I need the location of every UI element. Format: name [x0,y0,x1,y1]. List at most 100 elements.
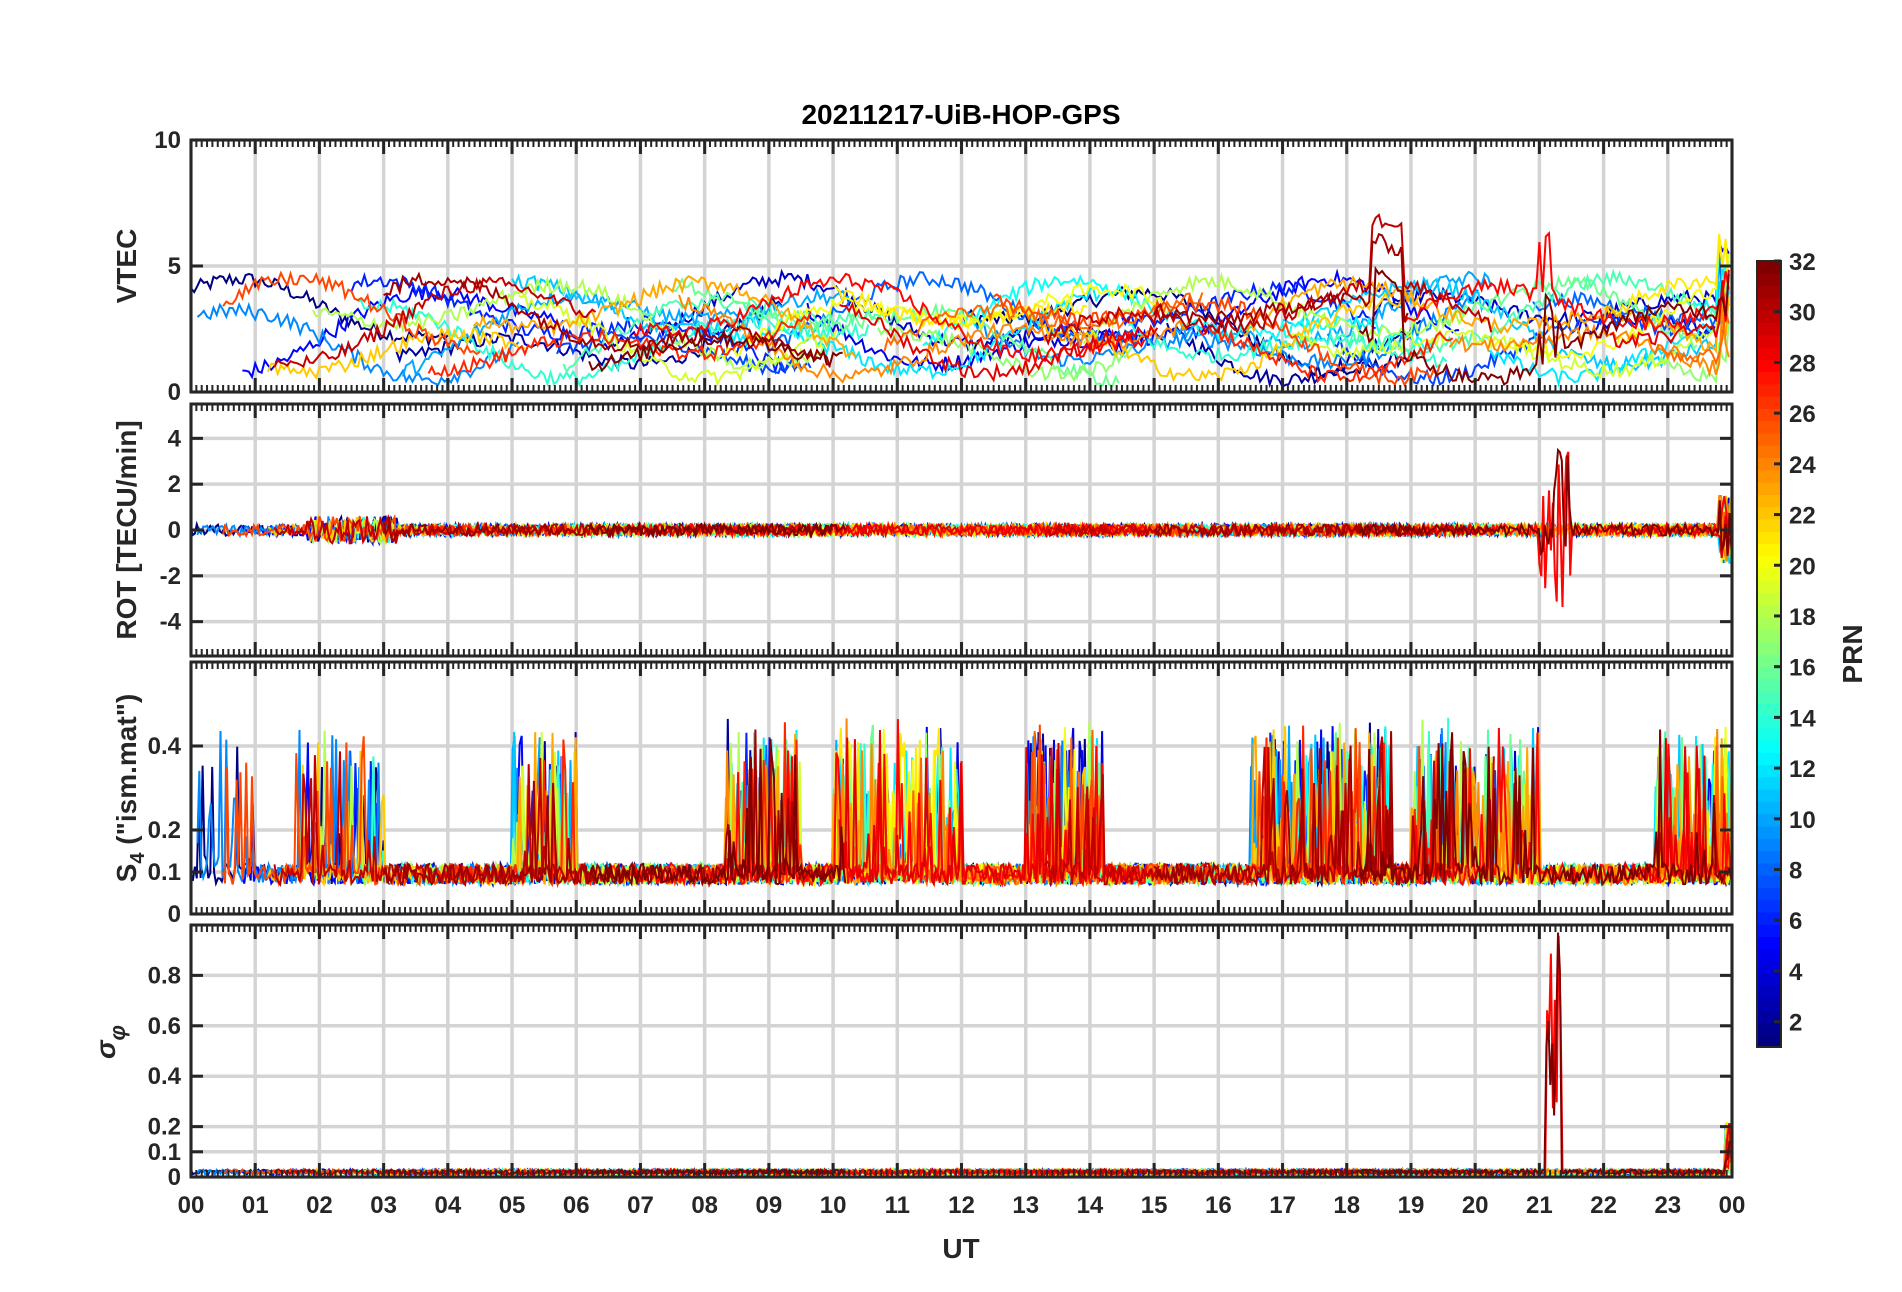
x-axis-label: UT [942,1233,979,1264]
prn-30-trace [1044,213,1493,346]
prn-32-trace [588,738,847,888]
sigma_phi-y-tick-label: 0.4 [148,1063,182,1090]
colorbar-swatch [1757,617,1781,631]
figure-title: 20211217-UiB-HOP-GPS [801,99,1120,130]
prn-32-trace [1358,265,1730,387]
colorbar-swatch [1757,297,1781,311]
x-tick-label: 16 [1205,1192,1232,1219]
x-tick-label: 00 [1719,1192,1746,1219]
colorbar-swatch [1757,383,1781,397]
colorbar-swatch [1757,346,1781,360]
colorbar-swatch [1757,727,1781,741]
colorbar-swatch [1757,801,1781,815]
colorbar-tick-label: 24 [1789,452,1816,479]
colorbar-swatch [1757,396,1781,409]
x-tick-label: 08 [691,1192,718,1219]
rot-y-tick-label: -2 [160,563,181,590]
sigma-phi-panel: 00.10.2 0.4 0.6 0.8 [148,923,1734,1191]
prn-31-trace [1153,232,1409,327]
colorbar-tick-label: 28 [1789,350,1816,377]
colorbar-swatch [1757,310,1781,324]
prn-20-trace [722,281,1172,360]
rot-y-tick-label: -4 [160,609,182,636]
prn-20-trace [1493,234,1730,360]
s4-ylabel-sub: 4 [127,852,149,864]
x-tick-label: 20 [1462,1192,1489,1219]
x-tick-label: 15 [1141,1192,1168,1219]
vtec-series [191,213,1730,389]
colorbar-tick-label: 2 [1789,1010,1802,1037]
colorbar-swatch [1757,592,1781,606]
prn-6-trace [350,271,799,375]
prn-25-trace [1653,309,1730,366]
x-tick-label: 03 [370,1192,397,1219]
prn-32-trace [588,1168,847,1177]
colorbar-tick-label: 8 [1789,858,1802,885]
sigma_phi-y-tick-label: 0.6 [148,1013,181,1040]
x-tick-label: 02 [306,1192,333,1219]
sigma-phi-ylabel-sub: φ [105,1025,130,1040]
colorbar-swatch [1757,776,1781,790]
colorbar-swatch [1757,518,1781,532]
colorbar-tick-label: 32 [1789,249,1816,276]
x-tick-labels: 00 01 02 03 04 05 06 07 08 09 10 11 12 13 14 15 16 17 18 19… [178,1192,1746,1219]
colorbar-swatch [1757,432,1781,446]
prn-32-trace [588,328,843,373]
colorbar-swatch [1757,334,1781,348]
colorbar-swatch [1757,678,1781,692]
prn-29-trace [838,729,1161,888]
prn-1-trace [191,272,449,348]
x-tick-label: 06 [563,1192,590,1219]
colorbar-tick-label: 22 [1789,503,1816,530]
colorbar-swatch [1757,813,1781,827]
vtec-panel: 0 5 10 [154,127,1734,406]
s4-ylabel-rest: ("ism.mat") [111,694,142,853]
rot-y-tick-label: 4 [168,425,182,452]
x-tick-label: 22 [1590,1192,1617,1219]
prn-21-trace [1603,234,1730,318]
x-tick-label: 11 [885,1192,910,1219]
colorbar-swatch [1757,1010,1781,1024]
colorbar-swatch [1757,445,1781,459]
prn-26-trace [222,270,481,356]
colorbar-swatch [1757,506,1781,520]
s4-y-tick-label: 0.2 [148,817,181,844]
colorbar-swatch [1757,654,1781,667]
prn-23-trace [472,274,857,359]
x-tick-label: 00 [178,1192,205,1219]
colorbar-swatch [1757,739,1781,753]
colorbar-tick-label: 12 [1789,756,1816,783]
vtec-y-tick-label: 5 [168,253,181,280]
prn-30-trace [1044,521,1495,540]
colorbar-swatch [1757,911,1781,925]
colorbar-frame [1756,260,1782,1048]
colorbar-swatch [1757,641,1781,655]
prn-17-trace [1647,322,1730,385]
colorbar-swatch [1757,690,1781,704]
prn-27-trace [1198,323,1454,384]
colorbar-swatch [1757,764,1781,778]
prn-32-trace [1358,447,1732,557]
colorbar-swatch [1757,543,1781,557]
colorbar-label: PRN [1837,624,1868,683]
colorbar-swatch [1757,1034,1781,1048]
colorbar-swatch [1757,531,1781,545]
colorbar-tick-label: 10 [1789,807,1816,834]
prn-31-trace [383,271,831,368]
colorbar-swatch [1757,273,1781,287]
colorbar-swatch [1757,789,1781,802]
colorbar-swatch [1757,420,1781,434]
colorbar-swatch [1757,899,1781,913]
prn-26-trace [222,736,481,888]
vtec-y-tick-label: 10 [154,127,181,154]
s4-ylabel-main: S [111,864,142,883]
colorbar-swatch [1757,838,1781,852]
x-tick-label: 07 [627,1192,654,1219]
x-tick-label: 14 [1077,1192,1104,1219]
colorbar-swatch [1757,494,1781,508]
prn-10-trace [401,287,850,377]
prn-15-trace [562,292,882,374]
prn-29-trace [1609,269,1730,349]
rot-panel: -4 -2 0 2 4 [160,402,1734,658]
